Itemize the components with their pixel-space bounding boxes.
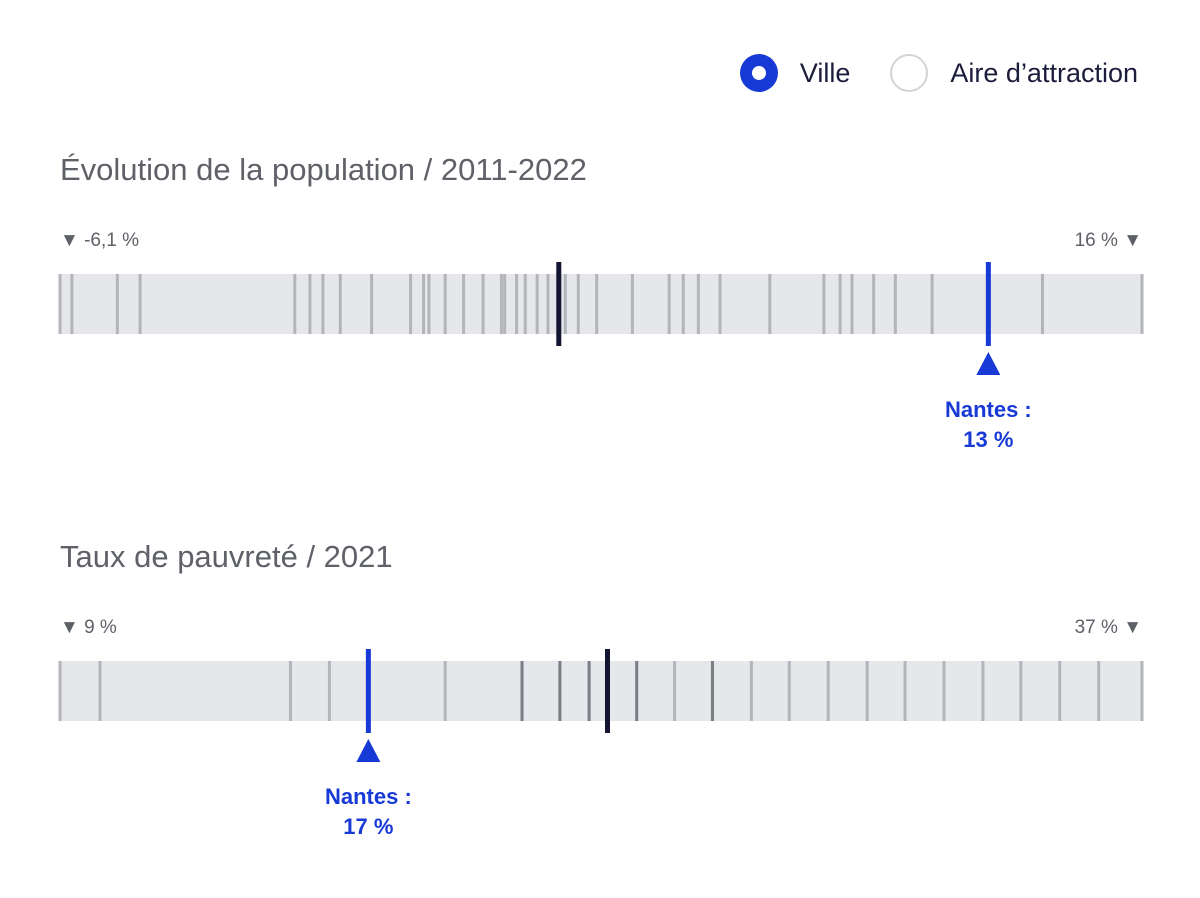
value-tick <box>520 661 524 721</box>
max-label: 16 % ▼ <box>1075 230 1142 251</box>
value-tick <box>70 274 74 334</box>
value-tick <box>630 274 634 334</box>
min-label: ▼ 9 % <box>60 617 117 638</box>
value-tick <box>696 274 700 334</box>
value-tick <box>1040 274 1044 334</box>
poverty-strip-chart: ▼ 9 % 37 % ▼ Nantes : 17 % <box>58 617 1144 839</box>
option-ville[interactable]: Ville <box>739 54 851 92</box>
strip-band <box>60 274 1142 334</box>
value-tick <box>635 661 639 721</box>
value-tick <box>515 274 519 334</box>
value-tick <box>98 661 102 721</box>
value-tick <box>338 274 342 334</box>
value-tick <box>587 661 591 721</box>
value-tick <box>1140 274 1144 334</box>
value-tick <box>503 274 507 334</box>
value-tick <box>822 274 826 334</box>
value-tick <box>681 274 685 334</box>
value-tick <box>443 661 447 721</box>
value-tick <box>481 274 485 334</box>
value-tick <box>58 661 62 721</box>
value-tick <box>1058 661 1062 721</box>
value-tick <box>308 274 312 334</box>
option-aire-attraction-label: Aire d’attraction <box>950 57 1138 88</box>
value-tick <box>981 661 985 721</box>
value-tick <box>893 274 897 334</box>
value-tick <box>595 274 599 334</box>
value-tick <box>115 274 119 334</box>
value-tick <box>462 274 466 334</box>
median-line <box>604 649 610 733</box>
option-ville-label: Ville <box>799 57 851 88</box>
poverty-chart-title: Taux de pauvreté / 2021 <box>60 539 393 574</box>
value-tick <box>838 274 842 334</box>
highlight-name-label: Nantes : <box>945 397 1032 422</box>
value-tick <box>930 274 934 334</box>
value-tick <box>749 661 753 721</box>
population-chart-title: Évolution de la population / 2011-2022 <box>60 152 587 187</box>
value-tick <box>768 274 772 334</box>
highlight-marker-icon <box>976 352 1001 375</box>
value-tick <box>865 661 869 721</box>
highlight-value-label: 17 % <box>343 814 393 839</box>
value-tick <box>499 274 503 334</box>
population-strip-chart: ▼ -6,1 % 16 % ▼ Nantes : 13 % <box>58 230 1144 452</box>
value-tick <box>138 274 142 334</box>
value-tick <box>850 274 854 334</box>
max-label: 37 % ▼ <box>1075 617 1142 638</box>
value-tick <box>673 661 677 721</box>
value-tick <box>422 274 426 334</box>
value-tick <box>523 274 527 334</box>
value-tick <box>718 274 722 334</box>
value-tick <box>293 274 297 334</box>
value-tick <box>558 661 562 721</box>
highlight-name-label: Nantes : <box>325 784 412 809</box>
value-tick <box>942 661 946 721</box>
highlight-line <box>365 649 371 733</box>
value-tick <box>443 274 447 334</box>
highlight-marker-icon <box>356 739 381 762</box>
value-tick <box>1019 661 1023 721</box>
radio-aire-attraction[interactable] <box>890 54 929 92</box>
value-tick <box>710 661 714 721</box>
value-tick <box>327 661 331 721</box>
value-tick <box>787 661 791 721</box>
highlight-line <box>985 262 991 346</box>
value-tick <box>667 274 671 334</box>
value-tick <box>58 274 62 334</box>
value-tick <box>903 661 907 721</box>
value-tick <box>321 274 325 334</box>
min-label: ▼ -6,1 % <box>60 230 139 251</box>
highlight-value-label: 13 % <box>963 427 1013 452</box>
value-tick <box>370 274 374 334</box>
value-tick <box>563 274 567 334</box>
value-tick <box>546 274 550 334</box>
value-tick <box>288 661 292 721</box>
value-tick <box>427 274 431 334</box>
value-tick <box>1097 661 1101 721</box>
geo-level-toggle: Ville Aire d’attraction <box>739 54 1138 92</box>
median-line <box>556 262 562 346</box>
value-tick <box>576 274 580 334</box>
value-tick <box>826 661 830 721</box>
value-tick <box>872 274 876 334</box>
value-tick <box>1140 661 1144 721</box>
option-aire-attraction[interactable]: Aire d’attraction <box>890 54 1138 92</box>
value-tick <box>409 274 413 334</box>
strip-band <box>60 661 1142 721</box>
radio-ville[interactable] <box>739 54 778 92</box>
value-tick <box>535 274 539 334</box>
